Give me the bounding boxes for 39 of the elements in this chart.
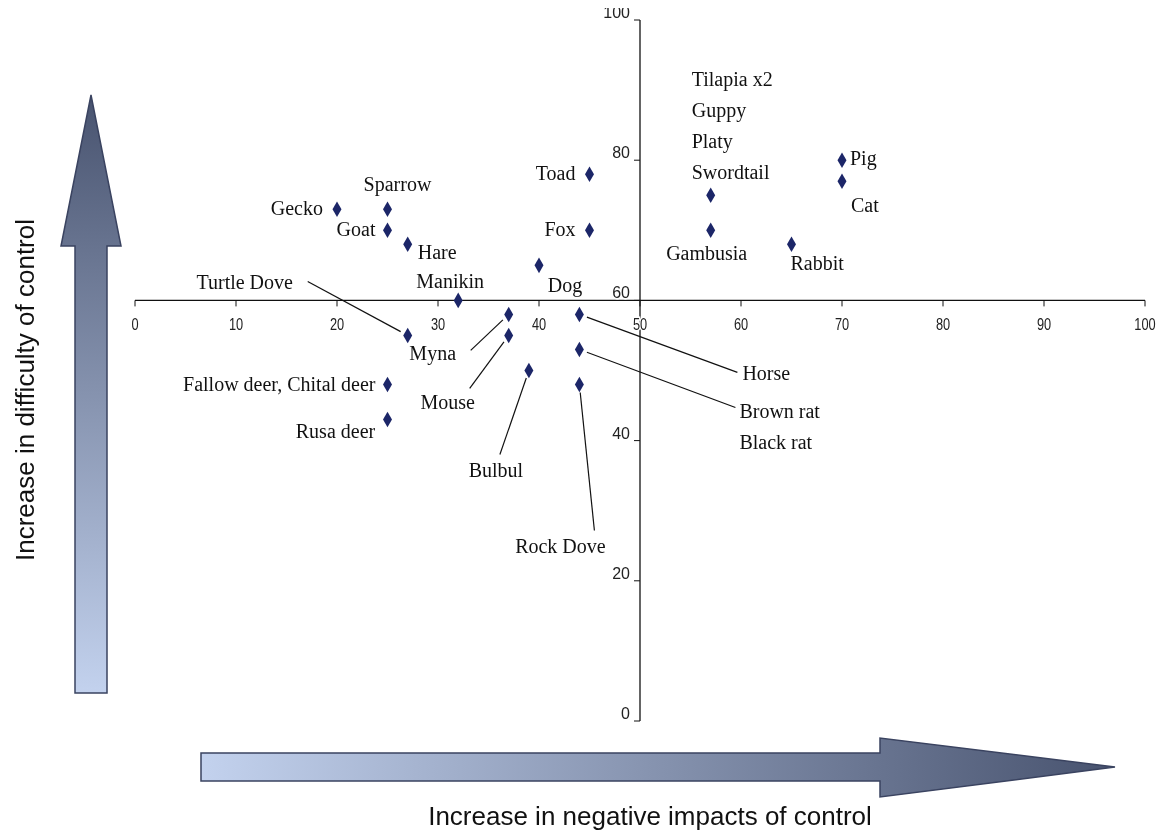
annotation: Hare bbox=[417, 241, 457, 264]
annotation: Mouse bbox=[420, 391, 476, 414]
annotation: Toad bbox=[535, 162, 576, 185]
annotation: Gecko bbox=[270, 197, 323, 220]
annotation: Goat bbox=[336, 218, 376, 241]
annotation: Rock Dove bbox=[515, 534, 606, 557]
annotation: Turtle Dove bbox=[196, 271, 294, 294]
annotation: Dog bbox=[547, 274, 583, 298]
x-tick-label: 0 bbox=[131, 316, 139, 334]
x-tick-label: 20 bbox=[329, 316, 345, 334]
y-axis-title: Increase in difficulty of control bbox=[10, 218, 40, 562]
annotation: Manikin bbox=[416, 270, 485, 293]
annotation: Fox bbox=[544, 218, 576, 241]
annotation: Sparrow bbox=[363, 173, 432, 197]
annotation: Rabbit bbox=[790, 252, 845, 275]
annotation: Brown rat Black rat bbox=[739, 400, 821, 454]
annotation: Myna bbox=[409, 342, 457, 366]
x-tick-label: 60 bbox=[733, 316, 749, 334]
x-tick-label: 80 bbox=[935, 316, 951, 334]
y-tick-label: 60 bbox=[612, 284, 631, 302]
x-tick-label: 70 bbox=[834, 316, 850, 334]
x-tick-label: 10 bbox=[228, 316, 244, 334]
annotation: Rusa deer bbox=[295, 419, 376, 442]
annotation: Horse bbox=[742, 362, 791, 385]
x-axis-title: Increase in negative impacts of control bbox=[428, 801, 872, 831]
x-tick-label: 30 bbox=[430, 316, 446, 334]
annotation: Fallow deer, Chital deer bbox=[183, 372, 376, 395]
x-tick-label: 100 bbox=[1134, 316, 1156, 334]
y-tick-label: 80 bbox=[612, 144, 631, 162]
y-tick-label: 20 bbox=[612, 564, 631, 582]
annotation: Gambusia bbox=[666, 242, 748, 265]
y-tick-label: 40 bbox=[612, 424, 631, 442]
annotation: Cat bbox=[851, 194, 880, 217]
annotation: Pig bbox=[850, 147, 877, 171]
x-tick-label: 90 bbox=[1036, 316, 1052, 334]
annotation: Bulbul bbox=[468, 458, 524, 481]
x-tick-label: 40 bbox=[531, 316, 547, 334]
annotation: Tilapia x2 Guppy Platy Swordtail bbox=[691, 68, 773, 184]
y-tick-label: 0 bbox=[621, 705, 631, 722]
